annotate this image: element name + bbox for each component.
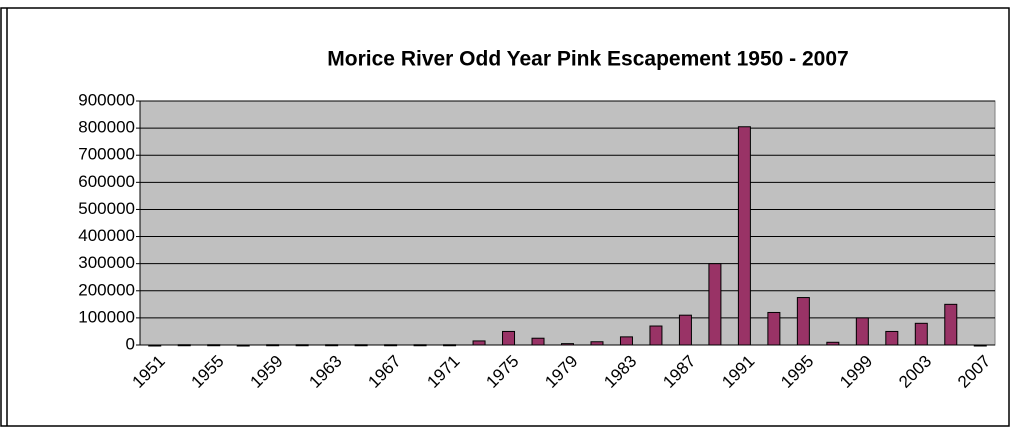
bar [649,325,663,346]
bar [561,343,574,346]
bar [354,344,368,347]
y-tick-label: 700000 [78,145,135,164]
bar [826,341,840,346]
x-tick-label: 1963 [305,352,345,392]
y-tick-label: 400000 [78,226,135,245]
plot-area [139,100,996,346]
bar [472,340,486,346]
x-tick-label: 1955 [188,352,228,392]
x-tick-label: 1991 [718,352,758,392]
bar [502,330,516,346]
bar [737,126,751,346]
y-tick-label: 800000 [78,118,135,137]
x-tick-label: 1995 [777,352,817,392]
y-tick-label: 300000 [78,253,135,272]
bar [767,311,781,346]
bar [266,344,280,347]
bar [885,330,899,346]
y-tick-label: 900000 [78,90,135,109]
bar [678,314,692,346]
bar [796,297,810,346]
bar [413,344,427,347]
bar [325,344,339,347]
bar [855,317,869,346]
x-tick-label: 1987 [659,352,699,392]
y-tick-label: 0 [126,334,135,353]
frame [0,7,1010,427]
y-tick-label: 600000 [78,172,135,191]
x-tick-label: 1967 [364,352,404,392]
bar [914,322,928,346]
bar [531,337,545,346]
x-tick-label: 2007 [954,352,994,392]
x-tick-label: 2003 [895,352,935,392]
bar [619,336,633,346]
bar [295,344,309,347]
bar [177,344,191,347]
x-tick-label: 1979 [541,352,581,392]
bar [148,344,162,347]
x-tick-label: 1951 [129,352,169,392]
bar [590,341,604,346]
x-tick-label: 1983 [600,352,640,392]
bar [207,344,221,347]
bar [944,303,958,346]
x-tick-label: 1959 [246,352,286,392]
y-tick-label: 500000 [78,199,135,218]
x-tick-label: 1999 [836,352,876,392]
y-tick-label: 100000 [78,307,135,326]
x-tick-label: 1971 [423,352,463,392]
bar [236,344,250,347]
bar [443,344,457,347]
y-tick-label: 200000 [78,280,135,299]
bar [384,344,398,347]
x-tick-label: 1975 [482,352,522,392]
bar [708,263,722,346]
bar [973,344,987,347]
chart-title: Morice River Odd Year Pink Escapement 19… [327,48,848,71]
